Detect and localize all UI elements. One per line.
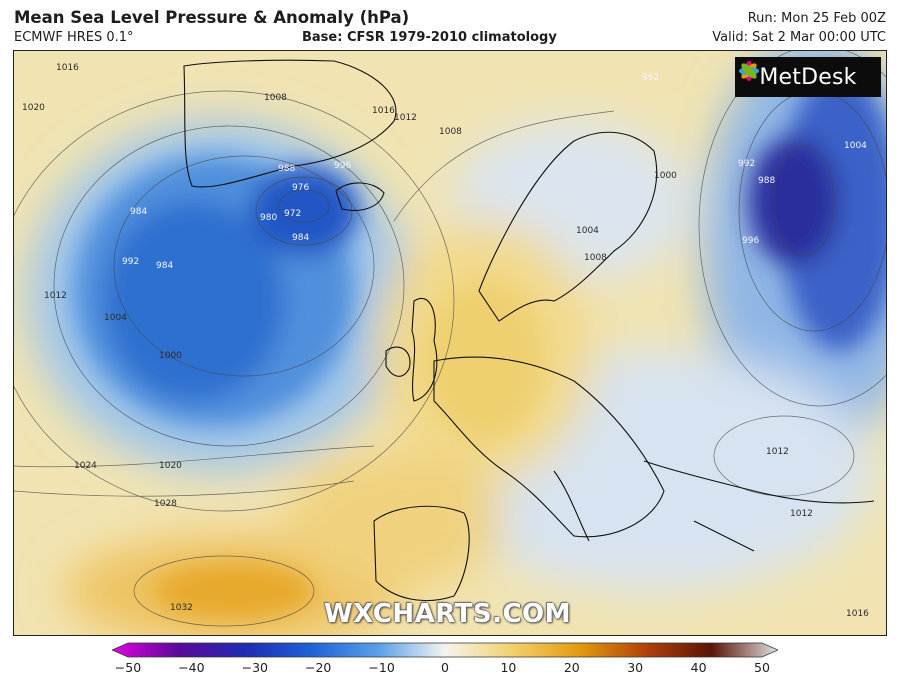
anomaly-core <box>74 71 886 619</box>
isobar-label: 988 <box>278 164 296 174</box>
colorbar-tick-label: −10 <box>368 660 395 675</box>
isobar-label: 976 <box>292 183 310 193</box>
black-sea-coast <box>643 460 875 504</box>
iberia-coast <box>373 505 470 602</box>
colorbar-tick-label: −50 <box>114 660 142 675</box>
isobar-label: 1016 <box>846 609 869 619</box>
chart-title: Mean Sea Level Pressure & Anomaly (hPa) <box>14 8 410 27</box>
isobar-label: 1028 <box>154 499 177 509</box>
wxcharts-watermark: WXCHARTS.COM <box>324 599 572 629</box>
isobar-label: 972 <box>284 209 302 219</box>
isobar-label: 1000 <box>159 351 182 361</box>
climatology-base-label: Base: CFSR 1979-2010 climatology <box>302 30 557 45</box>
colorbar-tick-label: 10 <box>500 660 517 675</box>
britain-coast <box>411 298 438 402</box>
isobar-label: 1032 <box>170 603 193 613</box>
isobar-label: 996 <box>742 236 760 246</box>
isobar-label: 992 <box>738 159 756 169</box>
isobar-label: 984 <box>156 261 174 271</box>
isobars <box>14 51 886 627</box>
isobar-label: 1012 <box>766 447 789 457</box>
isobar-label: 988 <box>758 176 776 186</box>
isobar-label: 992 <box>122 257 140 267</box>
colorbar-tick-label: 30 <box>627 660 644 675</box>
isobar-label: 1020 <box>159 461 182 471</box>
colorbar-tick-label: −30 <box>241 660 268 675</box>
colorbar-tick-label: 50 <box>754 660 770 675</box>
metdesk-logo: MetDesk <box>735 57 881 97</box>
central-europe-outline <box>433 356 665 538</box>
metdesk-flower-icon <box>739 61 759 81</box>
isobar-label: 980 <box>260 213 278 223</box>
colorbar-tick-label: −20 <box>304 660 332 675</box>
greece-coast <box>693 520 755 552</box>
greenland-coast <box>183 59 397 188</box>
isobar-label: 1004 <box>104 313 127 323</box>
isobar-label: 1008 <box>584 253 607 263</box>
colorbar-band <box>112 642 778 658</box>
pressure-anomaly-map[interactable]: MetDesk 1016 1020 1008 1016 1012 1008 99… <box>13 50 887 636</box>
isobar-label: 984 <box>292 233 310 243</box>
isobar-label: 1016 <box>372 106 395 116</box>
model-label: ECMWF HRES 0.1° <box>14 30 134 45</box>
isobar-label: 996 <box>334 161 352 171</box>
isobar-label: 1004 <box>576 226 599 236</box>
iceland-coast <box>335 182 385 211</box>
map-canvas <box>14 51 886 635</box>
scandinavia-coast <box>478 131 658 322</box>
isobar-label: 1008 <box>264 93 287 103</box>
isobar-label: 1008 <box>439 127 462 137</box>
isobar-label: 984 <box>130 207 148 217</box>
isobar-label: 1012 <box>790 509 813 519</box>
anomaly-colorbar <box>112 642 778 658</box>
coastlines <box>183 59 875 602</box>
isobar-label: 1000 <box>654 171 677 181</box>
colorbar-tick-label: −40 <box>178 660 205 675</box>
metdesk-logo-text: MetDesk <box>759 64 857 90</box>
ireland-coast <box>385 346 411 377</box>
isobar-label: 1012 <box>394 113 417 123</box>
valid-time-label: Valid: Sat 2 Mar 00:00 UTC <box>712 30 886 45</box>
isobar-label: 1012 <box>44 291 67 301</box>
isobar-label: 1020 <box>22 103 45 113</box>
colorbar-tick-label: 20 <box>563 660 580 675</box>
italy-coast <box>553 470 590 542</box>
run-time-label: Run: Mon 25 Feb 00Z <box>747 11 886 26</box>
isobar-label: 1024 <box>74 461 97 471</box>
isobar-label: 1016 <box>56 63 79 73</box>
isobar-label: 1004 <box>844 141 867 151</box>
colorbar-tick-label: 0 <box>441 660 449 675</box>
isobar-label: 992 <box>642 73 660 83</box>
colorbar-tick-label: 40 <box>690 660 707 675</box>
